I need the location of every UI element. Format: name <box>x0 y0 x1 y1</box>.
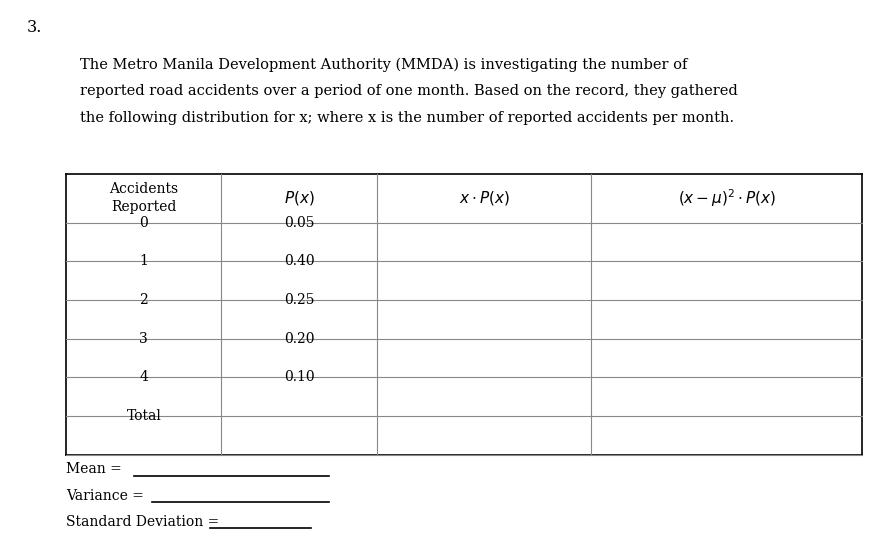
Text: Total: Total <box>126 409 161 423</box>
Text: 0.20: 0.20 <box>284 332 315 345</box>
Text: $(x - \mu)^2 \cdot P(x)$: $(x - \mu)^2 \cdot P(x)$ <box>677 187 776 209</box>
Text: the following distribution for x; where x is the number of reported accidents pe: the following distribution for x; where … <box>80 111 734 125</box>
Text: 2: 2 <box>140 293 149 307</box>
Text: 3: 3 <box>140 332 149 345</box>
Text: $x \cdot P(x)$: $x \cdot P(x)$ <box>459 189 509 207</box>
Text: 1: 1 <box>140 255 149 268</box>
Text: 4: 4 <box>140 370 149 384</box>
Text: 0.40: 0.40 <box>284 255 315 268</box>
Text: reported road accidents over a period of one month. Based on the record, they ga: reported road accidents over a period of… <box>80 84 737 98</box>
Text: 3.: 3. <box>27 19 42 36</box>
Text: 0.25: 0.25 <box>284 293 315 307</box>
Text: Standard Deviation =: Standard Deviation = <box>66 515 224 530</box>
Text: Mean =: Mean = <box>66 462 126 477</box>
Text: 0: 0 <box>140 216 149 230</box>
Text: 0.05: 0.05 <box>284 216 315 230</box>
Text: The Metro Manila Development Authority (MMDA) is investigating the number of: The Metro Manila Development Authority (… <box>80 58 687 72</box>
Text: Variance =: Variance = <box>66 489 149 503</box>
Text: 0.10: 0.10 <box>284 370 315 384</box>
Text: Accidents: Accidents <box>110 182 179 196</box>
Text: Reported: Reported <box>111 200 177 214</box>
Text: $P(x)$: $P(x)$ <box>284 189 315 207</box>
